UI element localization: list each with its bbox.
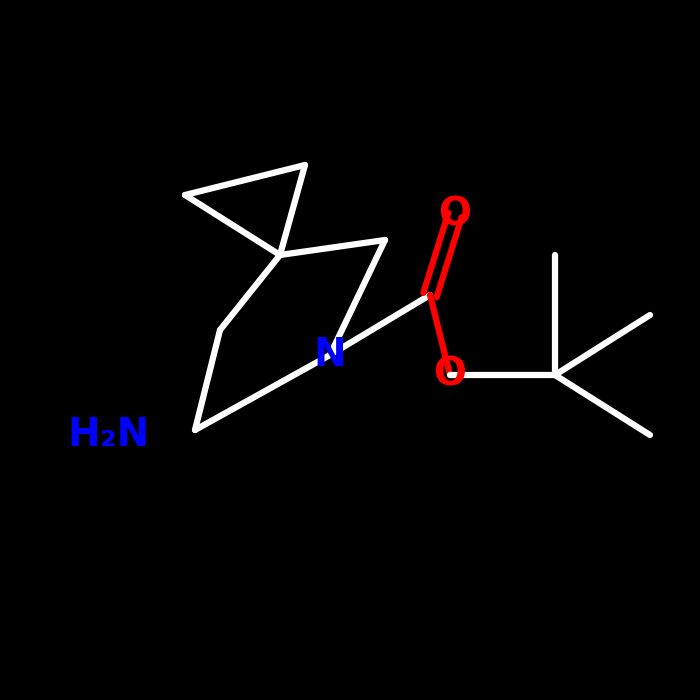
Text: O: O — [438, 196, 472, 234]
Text: N: N — [314, 336, 346, 374]
Text: H₂N: H₂N — [68, 416, 150, 454]
Text: O: O — [433, 356, 466, 394]
